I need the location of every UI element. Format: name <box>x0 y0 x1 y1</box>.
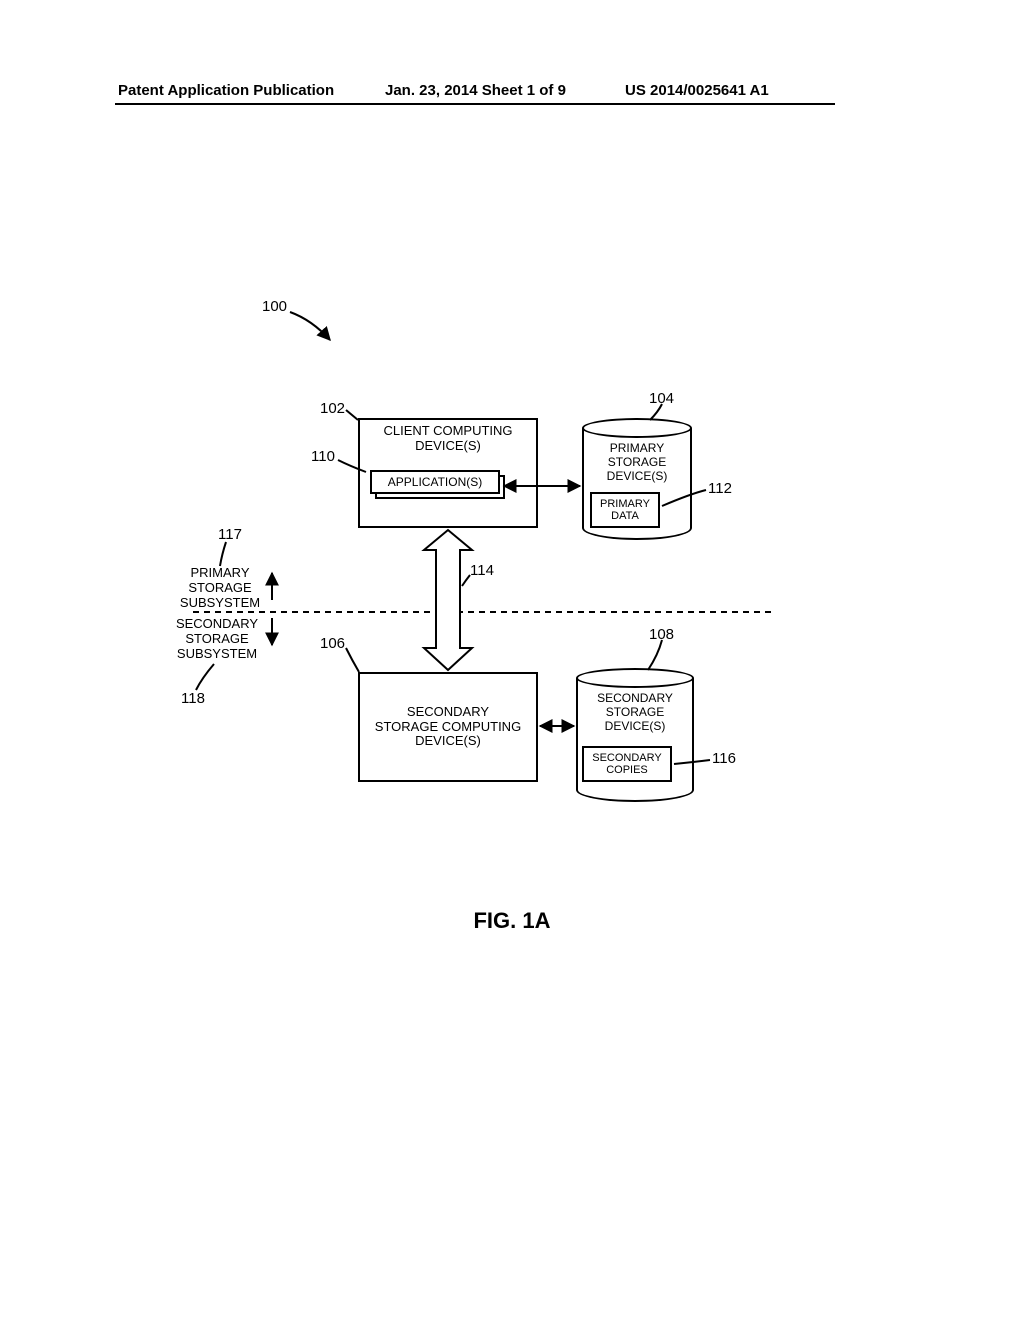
diagram: CLIENT COMPUTING DEVICE(S) APPLICATION(S… <box>0 0 1024 1320</box>
ref-118: 118 <box>181 690 205 707</box>
primary-data-box: PRIMARY DATA <box>590 492 660 528</box>
block-arrow-114 <box>424 530 472 670</box>
lead-100 <box>290 312 330 340</box>
connectors-overlay <box>0 0 1024 1320</box>
lead-106 <box>346 648 359 672</box>
page: Patent Application Publication Jan. 23, … <box>0 0 1024 1320</box>
ref-104: 104 <box>649 390 674 407</box>
ref-102: 102 <box>320 400 345 417</box>
ref-116: 116 <box>712 750 736 767</box>
client-computing-label: CLIENT COMPUTING DEVICE(S) <box>383 424 512 454</box>
applications-label: APPLICATION(S) <box>388 475 482 489</box>
figure-caption: FIG. 1A <box>0 908 1024 934</box>
ref-110: 110 <box>311 448 335 465</box>
ref-108: 108 <box>649 626 674 643</box>
lead-117 <box>220 542 226 566</box>
applications-box: APPLICATION(S) <box>370 470 500 494</box>
lead-118 <box>196 664 214 690</box>
primary-data-label: PRIMARY DATA <box>600 498 650 522</box>
primary-storage-label: PRIMARY STORAGE DEVICE(S) <box>582 442 692 483</box>
ref-100: 100 <box>262 298 287 315</box>
secondary-copies-label: SECONDARY COPIES <box>592 752 661 776</box>
secondary-computing-box: SECONDARY STORAGE COMPUTING DEVICE(S) <box>358 672 538 782</box>
ref-106: 106 <box>320 635 345 652</box>
lead-102 <box>346 410 358 420</box>
ref-114: 114 <box>470 562 494 579</box>
secondary-computing-label: SECONDARY STORAGE COMPUTING DEVICE(S) <box>375 705 521 750</box>
ref-112: 112 <box>708 480 732 497</box>
secondary-subsystem-label: SECONDARY STORAGE SUBSYSTEM <box>162 617 272 662</box>
ref-117: 117 <box>218 526 242 543</box>
secondary-copies-box: SECONDARY COPIES <box>582 746 672 782</box>
lead-114 <box>462 575 470 586</box>
primary-subsystem-label: PRIMARY STORAGE SUBSYSTEM <box>170 566 270 611</box>
secondary-storage-label: SECONDARY STORAGE DEVICE(S) <box>576 692 694 733</box>
lead-108 <box>648 640 662 670</box>
